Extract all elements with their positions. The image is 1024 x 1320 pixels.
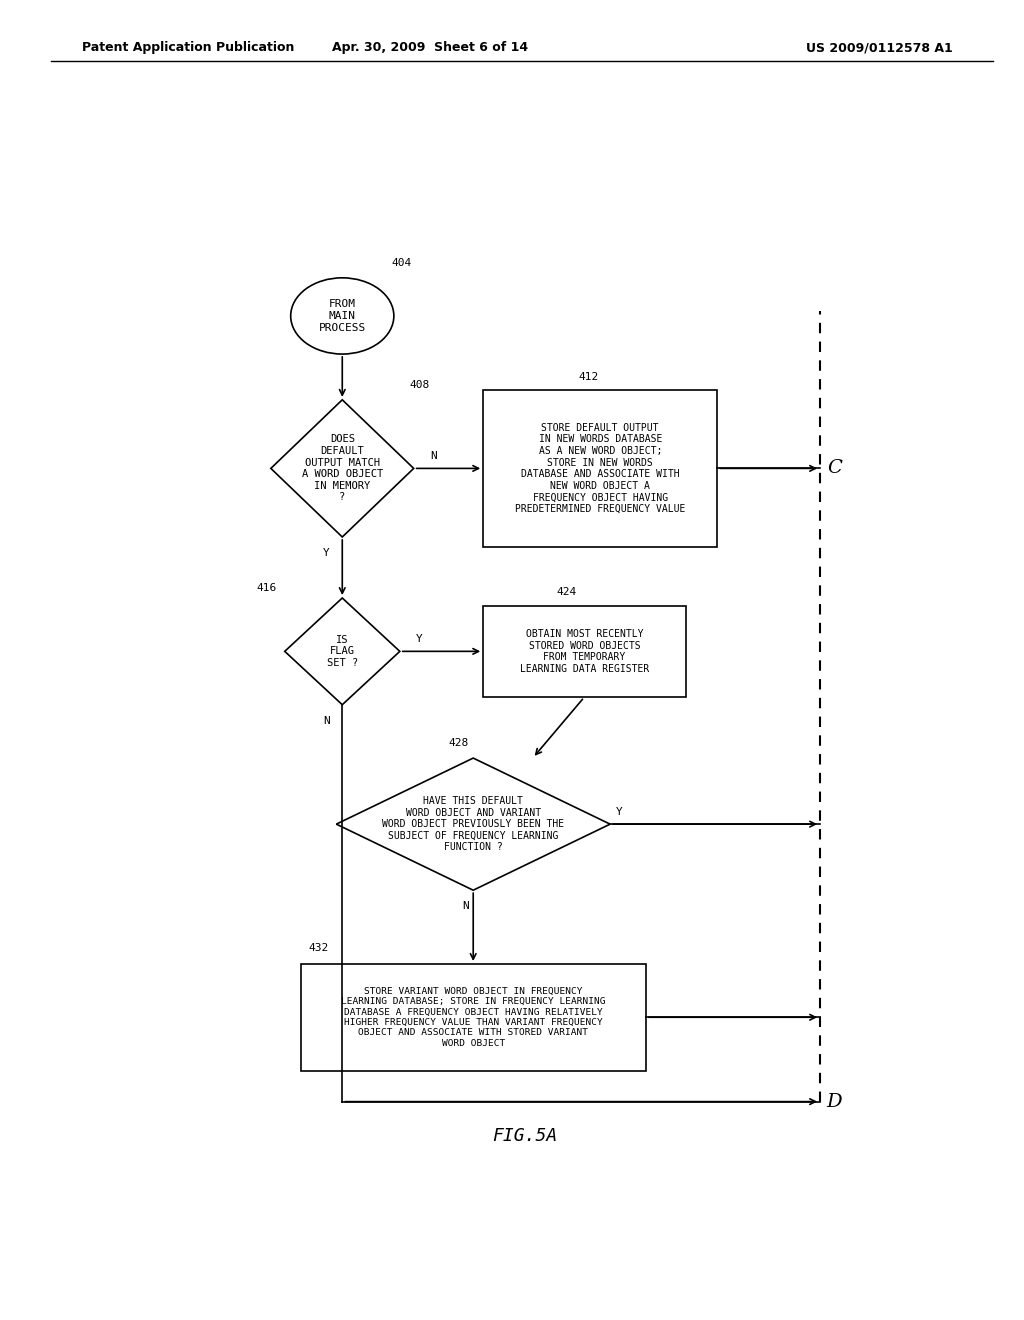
Text: C: C [826, 459, 842, 478]
Text: STORE DEFAULT OUTPUT
IN NEW WORDS DATABASE
AS A NEW WORD OBJECT;
STORE IN NEW WO: STORE DEFAULT OUTPUT IN NEW WORDS DATABA… [515, 422, 685, 513]
Text: Patent Application Publication: Patent Application Publication [82, 41, 294, 54]
Text: IS
FLAG
SET ?: IS FLAG SET ? [327, 635, 358, 668]
Text: Y: Y [323, 548, 330, 558]
Bar [483, 606, 685, 697]
Text: 404: 404 [391, 259, 412, 268]
Text: US 2009/0112578 A1: US 2009/0112578 A1 [806, 41, 952, 54]
Text: N: N [323, 715, 330, 726]
Text: Y: Y [616, 807, 623, 817]
Text: N: N [462, 902, 469, 912]
Text: D: D [826, 1093, 842, 1110]
Bar [483, 389, 717, 548]
Bar [301, 964, 646, 1071]
Text: DOES
DEFAULT
OUTPUT MATCH
A WORD OBJECT
IN MEMORY
?: DOES DEFAULT OUTPUT MATCH A WORD OBJECT … [302, 434, 383, 503]
Text: 408: 408 [410, 380, 430, 389]
Text: 412: 412 [579, 372, 598, 381]
Text: N: N [430, 451, 437, 461]
Text: Y: Y [417, 634, 423, 644]
Text: 428: 428 [449, 738, 469, 748]
Text: OBTAIN MOST RECENTLY
STORED WORD OBJECTS
FROM TEMPORARY
LEARNING DATA REGISTER: OBTAIN MOST RECENTLY STORED WORD OBJECTS… [520, 628, 649, 673]
Text: FROM
MAIN
PROCESS: FROM MAIN PROCESS [318, 300, 366, 333]
Text: 424: 424 [557, 587, 577, 598]
Text: 416: 416 [257, 583, 278, 593]
Text: STORE VARIANT WORD OBJECT IN FREQUENCY
LEARNING DATABASE; STORE IN FREQUENCY LEA: STORE VARIANT WORD OBJECT IN FREQUENCY L… [341, 987, 605, 1048]
Text: HAVE THIS DEFAULT
WORD OBJECT AND VARIANT
WORD OBJECT PREVIOUSLY BEEN THE
SUBJEC: HAVE THIS DEFAULT WORD OBJECT AND VARIAN… [382, 796, 564, 853]
Text: Apr. 30, 2009  Sheet 6 of 14: Apr. 30, 2009 Sheet 6 of 14 [332, 41, 528, 54]
Text: FIG.5A: FIG.5A [493, 1127, 557, 1146]
Text: 432: 432 [308, 944, 329, 953]
